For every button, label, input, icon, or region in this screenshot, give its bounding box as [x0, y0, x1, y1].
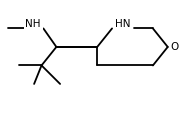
Text: HN: HN: [114, 19, 130, 29]
Text: O: O: [171, 42, 179, 52]
Text: NH: NH: [25, 19, 41, 29]
